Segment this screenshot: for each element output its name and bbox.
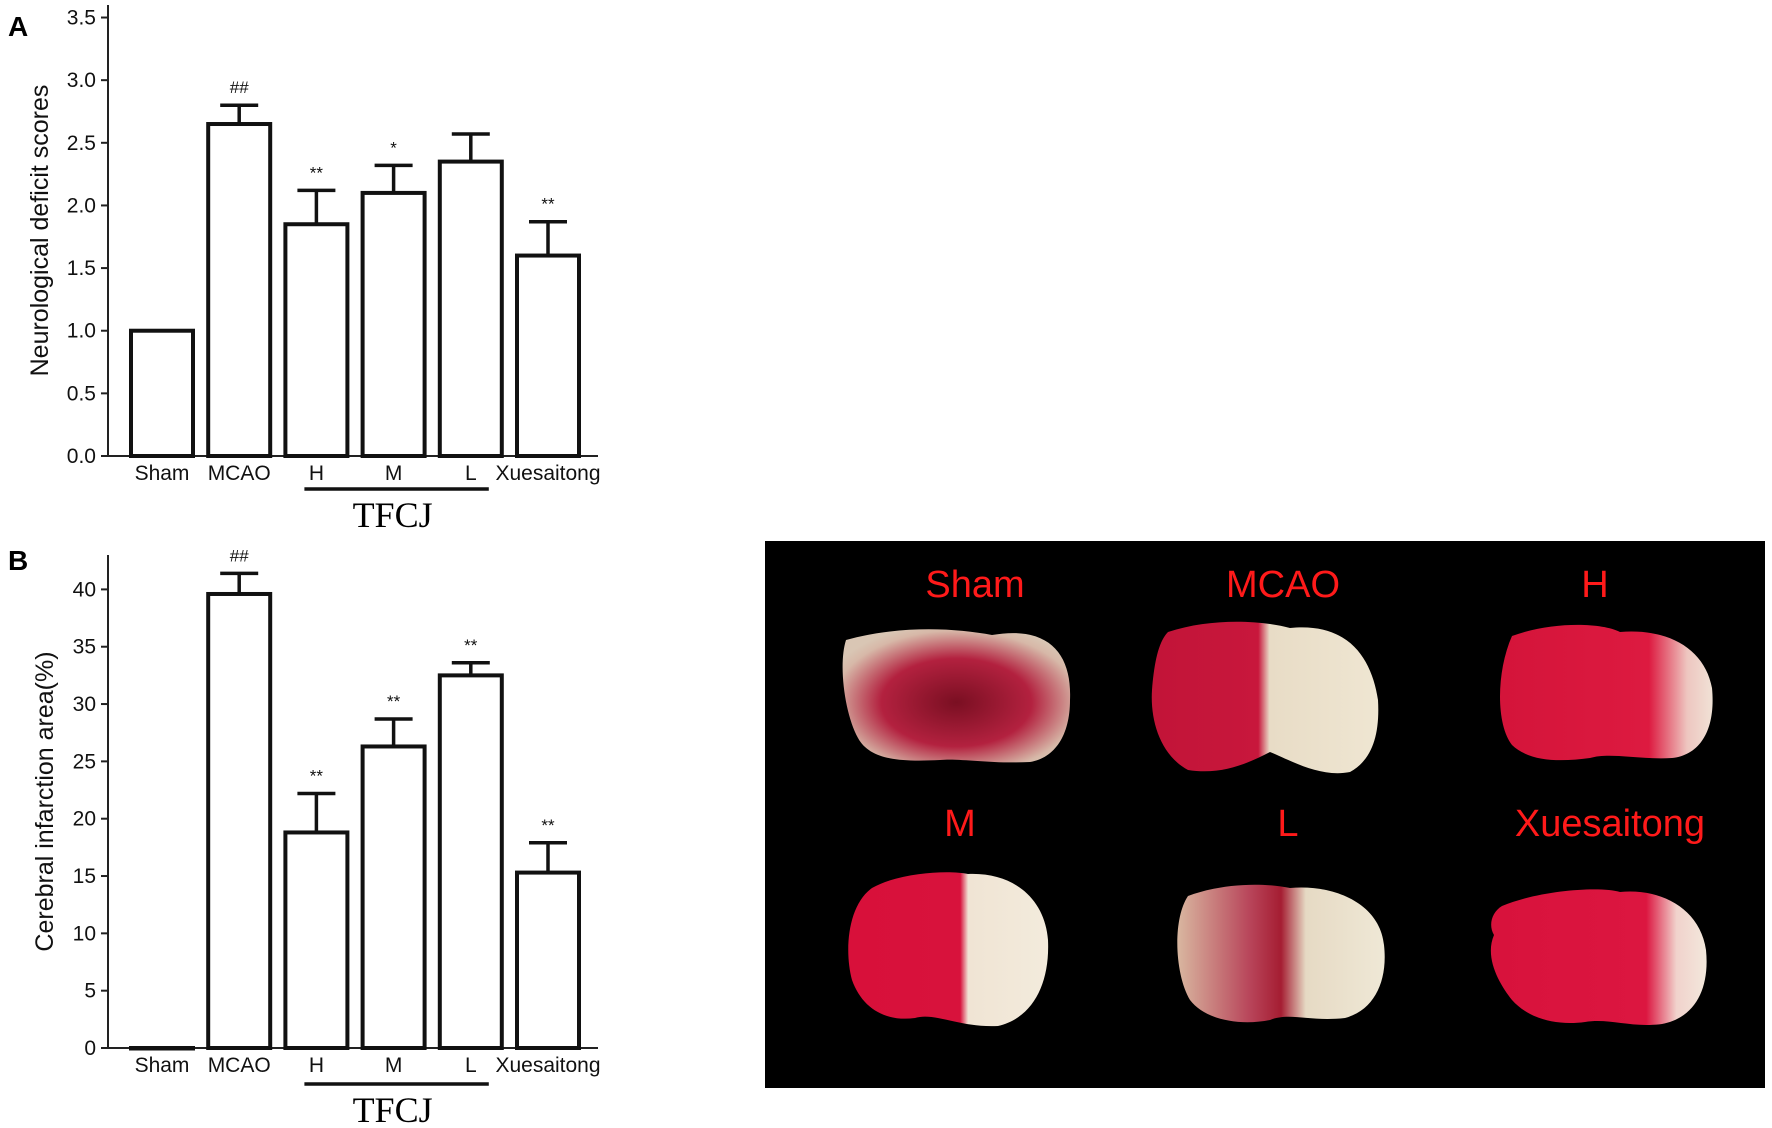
bar-xuesaitong (515, 870, 581, 1051)
x-tick-label: Sham (135, 462, 190, 485)
panel-letter-a: A (8, 11, 28, 42)
x-tick-label: MCAO (208, 462, 271, 485)
y-tick-label: 3.5 (67, 7, 96, 30)
chart-cerebral-infarction: 0 5 10 15 20 25 30 35 40 Cerebral infarction area… (31, 546, 601, 1128)
brain-slice-l (1177, 884, 1385, 1023)
y-tick-label: 40 (73, 578, 96, 601)
brain-slice-sham (842, 629, 1071, 763)
y-axis-title: Neurological deficit scores (26, 85, 54, 377)
photo-label-mcao: MCAO (1226, 564, 1340, 606)
x-tick-label: M (385, 462, 403, 485)
y-tick-label: 1.5 (67, 257, 96, 280)
y-tick-label: 35 (73, 636, 96, 659)
significance-label: ** (310, 163, 324, 182)
chart-neurological-deficit: 0.0 0.5 1.0 1.5 2.0 2.5 3.0 3.5 Neurological def… (26, 5, 601, 535)
bar-mcao (206, 591, 273, 1050)
y-tick-label: 2.0 (67, 194, 96, 217)
significance-label: ## (230, 546, 249, 565)
brain-slice-xuesaitong (1490, 889, 1707, 1025)
x-tick-label: M (385, 1054, 403, 1077)
panel-letter-b: B (8, 545, 28, 576)
x-tick-label: H (309, 1054, 324, 1077)
y-tick-label: 15 (73, 865, 96, 888)
y-tick-label: 0.5 (67, 382, 96, 405)
brain-slice-mcao (1151, 621, 1379, 774)
bar-xuesaitong (515, 253, 581, 458)
x-tick-label: Sham (135, 1054, 190, 1077)
x-tick-label: L (465, 462, 477, 485)
brain-slice-h (1500, 624, 1713, 761)
bar-h (283, 830, 350, 1050)
x-tick-label: L (465, 1054, 477, 1077)
group-label: TFCJ (353, 495, 433, 535)
y-axis-title: Cerebral infarction area(%) (31, 651, 59, 951)
significance-label: ** (387, 692, 401, 711)
significance-label: ** (464, 636, 478, 655)
x-tick-label: Xuesaitong (495, 1054, 600, 1077)
significance-label: * (390, 138, 397, 157)
brain-slice-m (848, 872, 1049, 1027)
x-tick-label: MCAO (208, 1054, 271, 1077)
bar-l (437, 159, 504, 458)
bar-mcao (206, 122, 273, 458)
y-tick-label: 2.5 (67, 132, 96, 155)
x-tick-label: H (309, 462, 324, 485)
bar-sham (129, 328, 195, 459)
significance-label: ** (541, 195, 555, 214)
x-tick-label: Xuesaitong (495, 462, 600, 485)
group-label: TFCJ (353, 1090, 433, 1128)
y-tick-label: 5 (84, 980, 96, 1003)
photo-label-l: L (1277, 803, 1298, 845)
bar-h (283, 222, 350, 458)
bar-sham (129, 1046, 195, 1051)
y-tick-label: 0.0 (67, 445, 96, 468)
y-tick-label: 1.0 (67, 320, 96, 343)
photo-label-h: H (1581, 564, 1608, 606)
y-tick-label: 25 (73, 750, 96, 773)
bar-m (360, 744, 427, 1051)
y-tick-label: 3.0 (67, 69, 96, 92)
significance-label: ## (230, 78, 249, 97)
significance-label: ** (541, 816, 555, 835)
photo-label-m: M (944, 803, 976, 845)
significance-label: ** (310, 766, 324, 785)
y-tick-label: 0 (84, 1037, 96, 1060)
brain-slice-photo-panel: Sham MCAO H M L Xuesaitong (765, 541, 1765, 1088)
photo-label-sham: Sham (925, 564, 1024, 606)
y-tick-label: 30 (73, 693, 96, 716)
photo-label-xuesaitong: Xuesaitong (1515, 803, 1705, 845)
y-tick-label: 20 (73, 808, 96, 831)
bar-m (360, 190, 427, 459)
y-tick-label: 10 (73, 922, 96, 945)
bar-l (437, 673, 504, 1050)
